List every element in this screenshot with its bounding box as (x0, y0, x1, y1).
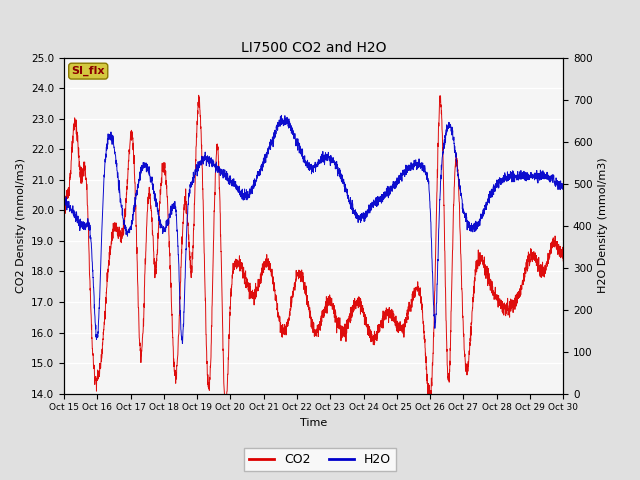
Text: SI_flx: SI_flx (72, 66, 105, 76)
Title: LI7500 CO2 and H2O: LI7500 CO2 and H2O (241, 41, 387, 55)
X-axis label: Time: Time (300, 418, 327, 428)
Y-axis label: CO2 Density (mmol/m3): CO2 Density (mmol/m3) (15, 158, 26, 293)
Legend: CO2, H2O: CO2, H2O (244, 448, 396, 471)
Y-axis label: H2O Density (mmol/m3): H2O Density (mmol/m3) (598, 158, 608, 293)
